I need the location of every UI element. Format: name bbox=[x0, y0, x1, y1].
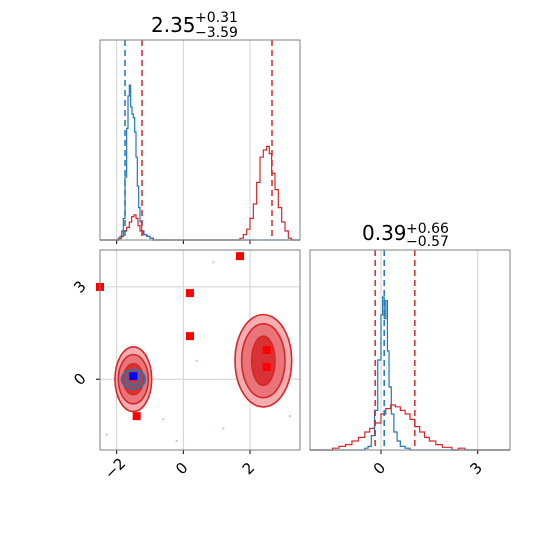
title-minus: −0.57 bbox=[406, 234, 449, 250]
sample-dot bbox=[105, 433, 108, 436]
red-contour bbox=[250, 335, 276, 387]
blue-contour bbox=[120, 369, 146, 390]
blue-marker bbox=[129, 372, 138, 381]
y-tick-label: 3 bbox=[70, 277, 89, 296]
x-tick-label: 0 bbox=[172, 459, 191, 478]
title-plus: +0.66 bbox=[406, 221, 449, 237]
red-marker bbox=[132, 412, 141, 421]
panel-frame bbox=[99, 39, 301, 241]
y-tick-label: 0 bbox=[70, 369, 89, 388]
blue-histogram bbox=[310, 296, 510, 451]
red-histogram bbox=[100, 145, 300, 241]
sample-dot bbox=[162, 418, 165, 421]
title-value: 0.39 bbox=[362, 221, 407, 245]
sample-dot bbox=[212, 261, 215, 264]
red-marker bbox=[236, 252, 244, 261]
title-bottom-right: 0.39 +0.66 −0.57 bbox=[362, 221, 449, 250]
panel-frame bbox=[99, 249, 301, 451]
sample-dot bbox=[175, 439, 178, 442]
red-marker bbox=[186, 332, 194, 341]
panel-frame bbox=[309, 249, 511, 451]
title-minus: −3.59 bbox=[195, 25, 238, 41]
title-value: 2.35 bbox=[151, 13, 196, 37]
x-tick-label: −2 bbox=[101, 454, 129, 482]
title-top-left: 2.35 +0.31 −3.59 bbox=[151, 10, 238, 41]
blue-histogram bbox=[100, 84, 300, 241]
title-plus: +0.31 bbox=[195, 10, 238, 26]
sample-dot bbox=[288, 415, 292, 418]
x-tick-label: 0 bbox=[370, 459, 389, 478]
panel-top-left bbox=[99, 39, 301, 244]
x-tick-label: 3 bbox=[466, 459, 485, 478]
red-histogram bbox=[310, 404, 510, 451]
sample-dot bbox=[195, 359, 198, 362]
x-tick-label: 2 bbox=[239, 459, 258, 478]
panel-bottom-left: −2 0 2 0 3 bbox=[70, 249, 301, 483]
red-marker bbox=[262, 346, 271, 354]
red-marker bbox=[186, 289, 194, 298]
sample-dot bbox=[222, 427, 225, 430]
red-marker bbox=[262, 362, 271, 371]
